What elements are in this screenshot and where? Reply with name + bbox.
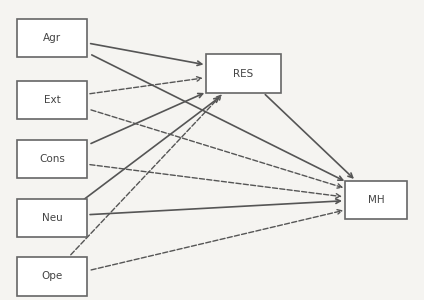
FancyBboxPatch shape (345, 181, 407, 219)
FancyBboxPatch shape (17, 257, 87, 296)
FancyBboxPatch shape (206, 54, 281, 93)
Text: Agr: Agr (43, 33, 61, 43)
FancyBboxPatch shape (17, 81, 87, 119)
Text: Cons: Cons (39, 154, 65, 164)
Text: RES: RES (233, 69, 253, 79)
FancyBboxPatch shape (17, 140, 87, 178)
Text: Neu: Neu (42, 213, 62, 223)
Text: Ext: Ext (44, 95, 60, 105)
FancyBboxPatch shape (17, 19, 87, 57)
FancyBboxPatch shape (17, 199, 87, 237)
Text: MH: MH (368, 195, 385, 205)
Text: Ope: Ope (42, 272, 63, 281)
